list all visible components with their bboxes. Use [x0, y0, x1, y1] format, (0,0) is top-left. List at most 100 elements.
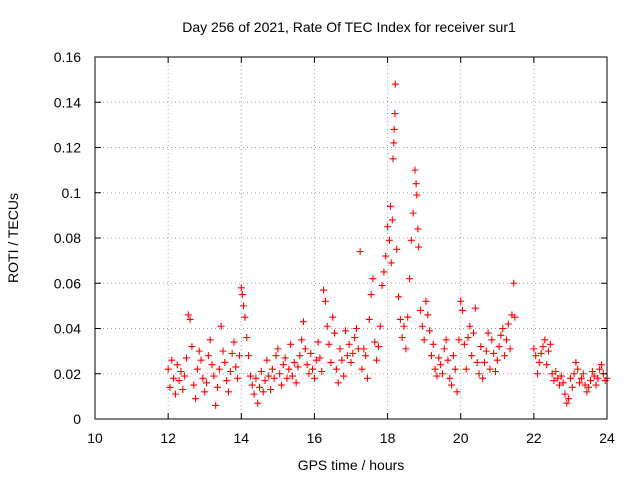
data-point [506, 345, 514, 353]
data-point [412, 180, 420, 188]
data-point [226, 367, 234, 375]
data-point [181, 372, 189, 380]
data-point [179, 386, 187, 394]
data-point [482, 347, 490, 355]
data-point [352, 325, 360, 332]
data-point [495, 343, 503, 351]
data-point [511, 313, 519, 321]
data-point [477, 343, 485, 351]
data-point [473, 358, 481, 366]
data-point [263, 356, 271, 364]
data-points [164, 80, 611, 409]
data-point [552, 367, 560, 375]
data-point [585, 383, 593, 391]
data-point [565, 395, 573, 403]
data-point [188, 343, 196, 351]
data-point [444, 356, 452, 364]
axis-ticks: 10 12 14 16 18 20 22 24 0 0.02 0.04 0.06 0.08 0.1 0.12… [54, 49, 615, 446]
data-point [362, 352, 370, 360]
y-tick-label: 0.12 [54, 140, 81, 156]
grid-lines [95, 57, 607, 419]
data-point [356, 248, 364, 256]
data-point [195, 347, 203, 355]
data-point [429, 340, 437, 348]
data-point [292, 379, 300, 387]
data-point [278, 381, 286, 389]
data-point [173, 361, 181, 369]
data-point [484, 329, 492, 337]
data-point [336, 345, 344, 353]
data-point [204, 352, 212, 360]
data-point [440, 345, 448, 353]
x-tick-label: 10 [87, 430, 103, 446]
x-tick-label: 14 [233, 430, 249, 446]
x-tick-label: 24 [599, 430, 615, 446]
data-point [455, 336, 463, 344]
x-tick-label: 20 [453, 430, 469, 446]
data-point [334, 379, 342, 387]
data-point [457, 297, 465, 305]
data-point [413, 191, 421, 199]
data-point [342, 327, 350, 335]
data-point [234, 374, 242, 382]
data-point [312, 356, 320, 364]
data-point [388, 216, 396, 224]
data-point [391, 110, 399, 118]
data-point [257, 367, 265, 375]
data-point [384, 223, 392, 231]
data-point [343, 352, 351, 360]
data-point [537, 349, 545, 357]
data-point [171, 390, 179, 398]
data-point [301, 345, 309, 353]
data-point [502, 336, 510, 344]
data-point [548, 370, 556, 378]
data-point [224, 388, 232, 396]
data-point [331, 329, 339, 337]
data-point [431, 365, 439, 373]
data-point [598, 361, 606, 369]
data-point [420, 336, 428, 344]
y-tick-label: 0 [73, 411, 81, 427]
data-point [175, 377, 183, 385]
data-point [501, 352, 509, 360]
data-point [404, 313, 412, 321]
data-point [402, 345, 410, 353]
data-point [360, 345, 368, 353]
data-point [550, 377, 558, 385]
data-point [391, 80, 399, 88]
data-point [332, 365, 340, 373]
data-point [497, 331, 505, 339]
data-point [299, 318, 307, 326]
data-point [283, 374, 291, 382]
data-point [307, 349, 315, 357]
data-point [386, 202, 394, 210]
data-point [351, 334, 359, 342]
data-point [406, 275, 414, 283]
data-point [390, 125, 398, 133]
data-point [290, 358, 298, 366]
data-point [488, 336, 496, 344]
data-point [248, 381, 256, 389]
data-point [164, 365, 172, 373]
data-point [471, 304, 479, 312]
data-point [323, 322, 331, 330]
data-point [373, 356, 381, 364]
data-point [232, 363, 240, 371]
data-point [287, 340, 295, 348]
data-point [349, 349, 357, 357]
data-point [448, 381, 456, 389]
data-point [230, 338, 238, 346]
data-point [437, 361, 445, 369]
data-point [270, 374, 278, 382]
data-point [398, 334, 406, 342]
data-point [223, 377, 231, 385]
data-point [358, 365, 366, 373]
data-point [389, 155, 397, 163]
data-point [479, 374, 487, 382]
data-point [504, 320, 512, 328]
data-point [217, 322, 225, 330]
data-point [470, 329, 478, 337]
data-point [574, 365, 582, 373]
data-point [464, 334, 472, 342]
data-point [462, 365, 470, 373]
